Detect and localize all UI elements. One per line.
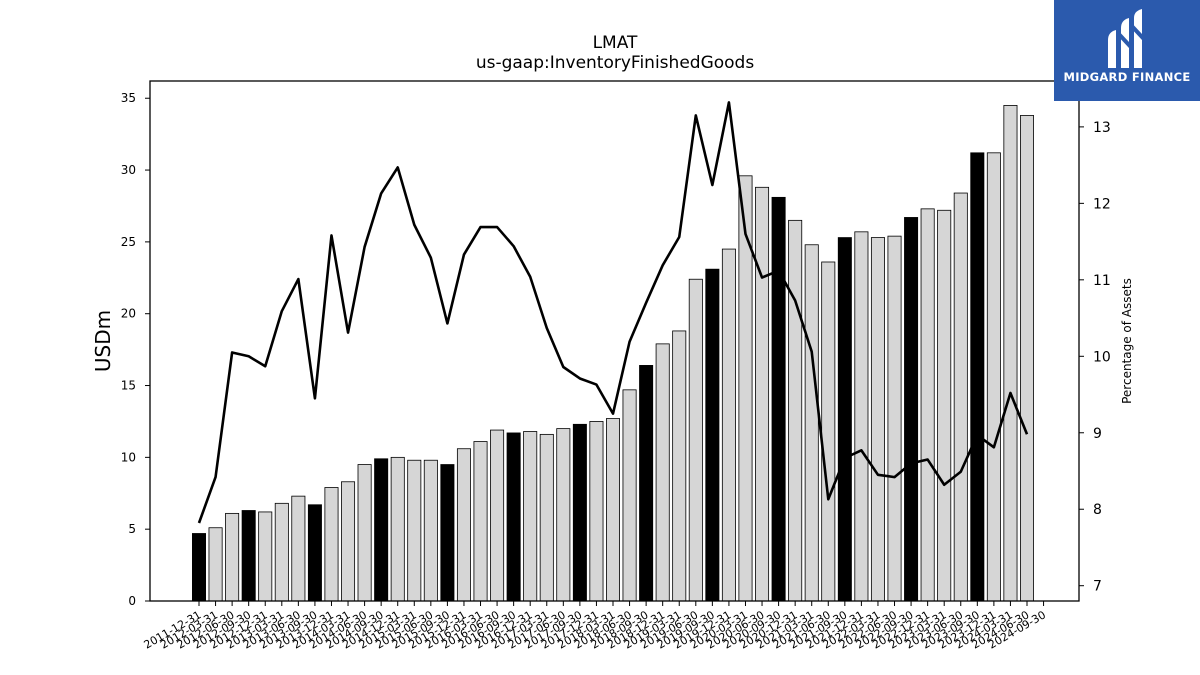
- percentage-line: [197, 101, 1029, 524]
- y-axis-label: USDm: [91, 310, 115, 372]
- bar-2021-09-30: [837, 237, 852, 602]
- bar-2017-03-31: [539, 433, 554, 602]
- logo-text: MIDGARD FINANCE: [1063, 70, 1191, 84]
- left-tick-label: 15: [121, 379, 136, 393]
- bar-2020-06-30: [755, 186, 770, 602]
- bar-2019-03-31: [672, 330, 687, 602]
- bar-2024-03-31: [1003, 105, 1018, 602]
- bar-2022-06-30: [887, 235, 902, 602]
- bar-2018-09-30: [639, 365, 654, 602]
- bar-2013-06-30: [291, 495, 306, 602]
- right-y-axis: 7 8 9 10 11 12 13: [1079, 120, 1111, 595]
- left-tick-label: 20: [121, 307, 136, 321]
- bar-2013-12-31: [324, 487, 339, 602]
- bar-2014-09-30: [374, 458, 389, 602]
- bar-2022-12-31: [920, 208, 935, 602]
- bar-2017-09-30: [572, 423, 587, 602]
- bar-2016-03-31: [473, 441, 488, 602]
- right-y-axis-label: Percentage of Assets: [1120, 278, 1134, 404]
- bar-2015-12-31: [456, 448, 471, 602]
- right-tick-label: 13: [1093, 120, 1111, 136]
- bar-2023-06-30: [953, 192, 968, 602]
- chart-title: LMAT: [593, 33, 638, 53]
- left-tick-label: 0: [128, 594, 136, 608]
- left-tick-label: 10: [121, 450, 136, 464]
- left-tick-label: 35: [121, 91, 136, 105]
- logo-mark-icon: [1108, 9, 1142, 68]
- bar-2021-06-30: [821, 261, 836, 602]
- bar-2015-09-30: [440, 464, 455, 602]
- left-y-axis: 0 5 10 15 20 25 30 35: [121, 91, 150, 608]
- right-tick-label: 9: [1093, 426, 1102, 442]
- midgard-finance-logo: MIDGARD FINANCE: [1054, 0, 1200, 101]
- bar-2022-03-31: [870, 237, 885, 602]
- bar-2024-06-30: [1020, 115, 1035, 602]
- x-axis: 2011-12-312012-03-312012-06-302012-09-30…: [142, 601, 1048, 652]
- bar-2020-12-31: [788, 219, 803, 602]
- bar-2019-12-31: [721, 248, 736, 602]
- bar-2014-12-31: [390, 456, 405, 602]
- right-tick-label: 8: [1093, 502, 1102, 518]
- chart-subtitle: us-gaap:InventoryFinishedGoods: [476, 53, 755, 73]
- bar-2012-03-31: [208, 527, 223, 602]
- bar-2016-09-30: [506, 432, 521, 602]
- bar-2019-09-30: [705, 268, 720, 602]
- percentage-line-series: [197, 101, 1029, 524]
- bar-2020-09-30: [771, 196, 786, 602]
- bar-2018-06-30: [622, 389, 637, 602]
- bar-2022-09-30: [904, 217, 919, 602]
- bar-2016-12-31: [523, 431, 538, 602]
- bar-2013-09-30: [307, 504, 322, 602]
- left-tick-label: 30: [121, 163, 136, 177]
- left-tick-label: 25: [121, 235, 136, 249]
- bar-2021-12-31: [854, 231, 869, 602]
- right-tick-label: 7: [1093, 579, 1102, 595]
- bar-2012-09-30: [241, 510, 256, 602]
- bar-2014-06-30: [357, 464, 372, 602]
- bar-2012-12-31: [258, 511, 273, 602]
- bar-2015-06-30: [423, 459, 438, 602]
- bar-2012-06-30: [225, 512, 240, 602]
- bar-2021-03-31: [804, 244, 819, 602]
- bar-2016-06-30: [490, 429, 505, 602]
- plot-area-frame: [149, 80, 1080, 602]
- right-tick-label: 10: [1093, 349, 1111, 365]
- bar-2018-03-31: [606, 418, 621, 602]
- bar-2015-03-31: [407, 459, 422, 602]
- bar-2023-03-31: [937, 209, 952, 602]
- bar-2023-12-31: [986, 152, 1001, 602]
- bar-2014-03-31: [341, 481, 356, 602]
- left-tick-label: 5: [128, 522, 136, 536]
- bar-2019-06-30: [688, 278, 703, 602]
- bar-2017-12-31: [589, 421, 604, 602]
- right-tick-label: 11: [1093, 273, 1111, 289]
- bar-2017-06-30: [556, 428, 571, 602]
- bar-2023-09-30: [970, 152, 985, 602]
- bar-2011-12-31: [191, 533, 206, 602]
- bar-2020-03-31: [738, 175, 753, 602]
- right-tick-label: 12: [1093, 196, 1111, 212]
- bar-2018-12-31: [655, 343, 670, 602]
- bar-2013-03-31: [274, 502, 289, 602]
